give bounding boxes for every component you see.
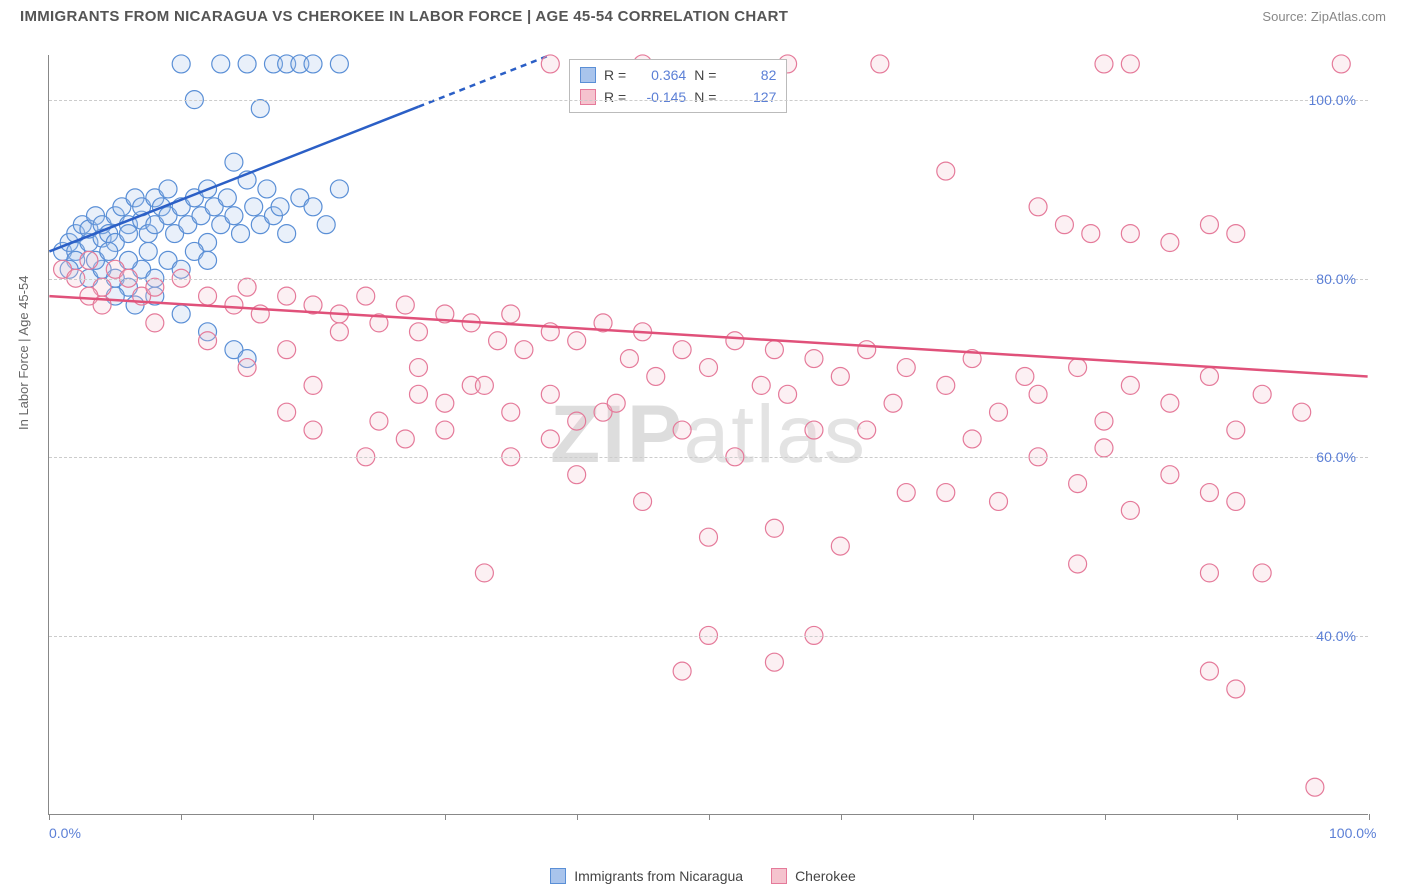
legend-label-1: Immigrants from Nicaragua bbox=[574, 868, 743, 884]
scatter-plot-svg bbox=[49, 55, 1368, 814]
source-link[interactable]: ZipAtlas.com bbox=[1311, 9, 1386, 24]
x-tick-label: 100.0% bbox=[1329, 825, 1376, 841]
r-label: R = bbox=[604, 67, 626, 83]
n-value-2: 127 bbox=[724, 89, 776, 105]
legend-row-series-2: R = -0.145 N = 127 bbox=[580, 86, 776, 108]
bottom-legend: Immigrants from Nicaragua Cherokee bbox=[0, 868, 1406, 884]
n-value-1: 82 bbox=[724, 67, 776, 83]
r-value-2: -0.145 bbox=[634, 89, 686, 105]
y-axis-label: In Labor Force | Age 45-54 bbox=[16, 276, 31, 430]
legend-item-2: Cherokee bbox=[771, 868, 856, 884]
source-attribution: Source: ZipAtlas.com bbox=[1262, 9, 1386, 24]
n-label: N = bbox=[694, 89, 716, 105]
legend-swatch-blue bbox=[550, 868, 566, 884]
legend-row-series-1: R = 0.364 N = 82 bbox=[580, 64, 776, 86]
y-tick-label: 100.0% bbox=[1309, 92, 1356, 108]
chart-title: IMMIGRANTS FROM NICARAGUA VS CHEROKEE IN… bbox=[20, 8, 788, 25]
legend-swatch-pink bbox=[771, 868, 787, 884]
n-label: N = bbox=[694, 67, 716, 83]
y-tick-label: 80.0% bbox=[1316, 271, 1356, 287]
source-label: Source: bbox=[1262, 9, 1307, 24]
chart-header: IMMIGRANTS FROM NICARAGUA VS CHEROKEE IN… bbox=[0, 0, 1406, 35]
chart-plot-area: ZIPatlas R = 0.364 N = 82 R = -0.145 N =… bbox=[48, 55, 1368, 815]
legend-swatch-pink bbox=[580, 89, 596, 105]
y-tick-label: 40.0% bbox=[1316, 628, 1356, 644]
x-tick-label: 0.0% bbox=[49, 825, 81, 841]
r-label: R = bbox=[604, 89, 626, 105]
legend-label-2: Cherokee bbox=[795, 868, 856, 884]
y-tick-label: 60.0% bbox=[1316, 449, 1356, 465]
legend-item-1: Immigrants from Nicaragua bbox=[550, 868, 743, 884]
r-value-1: 0.364 bbox=[634, 67, 686, 83]
legend-swatch-blue bbox=[580, 67, 596, 83]
correlation-legend: R = 0.364 N = 82 R = -0.145 N = 127 bbox=[569, 59, 787, 113]
